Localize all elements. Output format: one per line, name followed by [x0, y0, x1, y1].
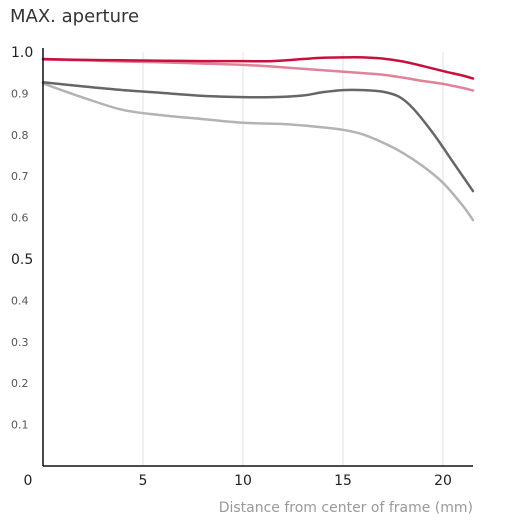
- series-line-3: [41, 80, 475, 193]
- y-tick-label: 0.3: [11, 336, 29, 349]
- x-tick-label: 10: [234, 473, 252, 489]
- y-tick-label: 0.9: [11, 87, 29, 100]
- y-tick-label: 0.7: [11, 170, 29, 183]
- x-axis-label: Distance from center of frame (mm): [219, 500, 473, 516]
- series-line-4: [41, 82, 475, 222]
- x-tick-label: 0: [24, 473, 33, 489]
- series-line-1: [41, 56, 475, 80]
- y-tick-label: 0.5: [11, 252, 33, 268]
- y-tick-label: 0.1: [11, 419, 29, 432]
- y-tick-label: 0.2: [11, 377, 29, 390]
- y-tick-labels: 0.1 0.2 0.3 0.4 0.5 0.6 0.7 0.8 0.9 1.0: [11, 45, 33, 432]
- x-tick-label: 15: [334, 473, 352, 489]
- chart-title: MAX. aperture: [10, 6, 140, 27]
- y-tick-label: 0.4: [11, 294, 29, 307]
- x-tick-label: 5: [139, 473, 148, 489]
- x-tick-labels: 0 5 10 15 20: [24, 473, 452, 489]
- y-tick-label: 0.8: [11, 129, 29, 142]
- series-line-2: [41, 58, 475, 92]
- grid-lines: [142, 52, 444, 466]
- y-tick-label: 1.0: [11, 45, 33, 61]
- y-tick-label: 0.6: [11, 212, 29, 225]
- series-lines: [41, 56, 475, 222]
- x-tick-label: 20: [434, 473, 452, 489]
